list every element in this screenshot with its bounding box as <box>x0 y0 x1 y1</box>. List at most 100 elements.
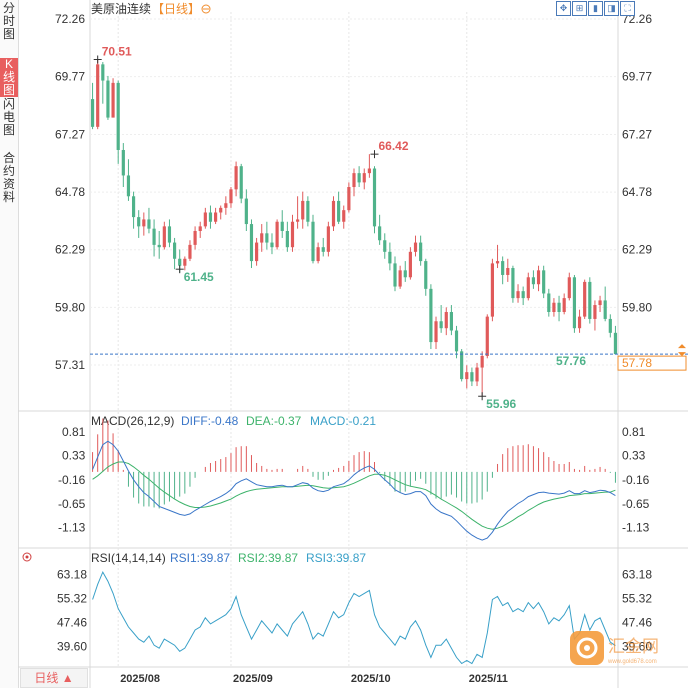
zoom-icon[interactable]: ⊞ <box>572 1 587 16</box>
rsi-line <box>92 570 616 665</box>
candle-body <box>598 300 602 306</box>
candle-body <box>439 321 443 329</box>
candle-body <box>526 277 530 299</box>
candle-body <box>188 244 192 259</box>
indicator-icon[interactable]: ◨ <box>604 1 619 16</box>
candle-body <box>588 281 592 319</box>
candle-body <box>137 217 141 227</box>
candle-body <box>398 270 402 287</box>
candle-body <box>506 268 510 275</box>
candle-body <box>413 242 418 252</box>
candle-body <box>383 240 387 252</box>
candle-body <box>116 82 120 150</box>
rsi-y-tick-right: 63.18 <box>622 568 652 582</box>
y-tick-label-left: 64.78 <box>55 185 85 199</box>
candle-body <box>465 372 469 380</box>
candle-body <box>593 305 597 319</box>
fullscreen-icon[interactable]: ⛶ <box>620 1 635 16</box>
side-tab-0[interactable]: 分时图 <box>2 1 15 41</box>
rsi-settings-icon-dot <box>25 555 29 559</box>
candle-body <box>96 64 100 127</box>
price-annotation: 55.96 <box>486 397 516 411</box>
candle-body <box>152 228 156 245</box>
rsi-settings-icon <box>22 552 32 562</box>
candle-body <box>352 173 356 188</box>
candle-body <box>511 268 515 299</box>
macd-y-tick-left: -1.13 <box>58 521 86 535</box>
candle-body <box>331 200 336 227</box>
chart-title: 美原油连续 <box>91 1 151 16</box>
candle-body <box>316 247 320 262</box>
candle-body <box>285 230 289 248</box>
rsi-y-tick-left: 55.32 <box>57 592 87 606</box>
x-tick-label: 2025/09 <box>233 673 273 685</box>
candle-body <box>234 166 238 190</box>
candle-body <box>249 224 254 262</box>
x-tick-label: 2025/08 <box>120 673 160 685</box>
side-tab-3[interactable]: 合约资料 <box>2 151 15 204</box>
candle-body <box>337 200 341 222</box>
x-tick-label: 2025/10 <box>351 673 391 685</box>
rsi3-label: RSI3:39.87 <box>306 551 366 565</box>
candle-body <box>121 149 125 176</box>
candle-body <box>393 263 397 287</box>
candle-body <box>521 291 525 299</box>
last-close-label: 57.76 <box>556 354 586 368</box>
price-down-arrow-icon <box>678 352 686 357</box>
candle-body <box>495 261 500 264</box>
candle-body <box>444 311 448 329</box>
price-annotation: 66.42 <box>379 139 409 153</box>
candle-body <box>419 242 423 262</box>
candle-body <box>357 173 361 183</box>
candle-body <box>244 198 248 225</box>
candle-body <box>126 175 131 197</box>
candle-body <box>183 258 187 266</box>
chart-type-icon[interactable]: ▮ <box>588 1 603 16</box>
candle-body <box>378 226 382 241</box>
candle-body <box>142 219 146 227</box>
macd-value-label: MACD:-0.21 <box>310 414 376 428</box>
y-tick-label-right: 59.80 <box>622 300 652 314</box>
candle-body <box>172 242 177 259</box>
candle-body <box>157 244 161 248</box>
candle-body <box>347 187 351 211</box>
rsi-y-tick-right: 55.32 <box>622 592 652 606</box>
candle-body <box>342 210 346 222</box>
macd-y-tick-right: 0.33 <box>622 449 646 463</box>
candle-body <box>531 277 536 285</box>
candle-body <box>449 311 453 331</box>
macd-y-tick-left: -0.16 <box>58 473 86 487</box>
candle-body <box>583 281 587 317</box>
candle-body <box>542 270 546 294</box>
candle-body <box>403 270 407 278</box>
candle-body <box>552 302 556 312</box>
candle-body <box>485 316 489 356</box>
move-icon[interactable]: ✥ <box>556 1 571 16</box>
period-select-button[interactable]: 日线 ▲ <box>20 668 88 688</box>
candle-body <box>203 212 207 227</box>
candle-body <box>290 221 295 248</box>
candle-body <box>270 242 274 248</box>
rsi-y-tick-right: 47.46 <box>622 615 652 629</box>
candle-body <box>296 219 300 222</box>
candle-body <box>408 251 412 278</box>
candle-body <box>429 288 433 343</box>
side-tab-2[interactable]: 闪电图 <box>2 97 15 137</box>
candle-body <box>280 221 284 231</box>
candle-body <box>147 219 151 229</box>
candle-body <box>562 298 566 312</box>
candle-body <box>265 233 269 243</box>
candle-body <box>229 189 233 204</box>
macd-y-tick-right: -0.16 <box>622 473 650 487</box>
candle-body <box>424 261 428 289</box>
candle-body <box>224 203 228 208</box>
y-tick-label-left: 57.31 <box>55 358 85 372</box>
y-tick-label-left: 72.26 <box>55 12 85 26</box>
candle-body <box>603 300 607 319</box>
site-logo: 汇金网 www.gold678.com <box>570 631 659 665</box>
candle-body <box>577 316 582 329</box>
candle-body <box>480 355 484 368</box>
